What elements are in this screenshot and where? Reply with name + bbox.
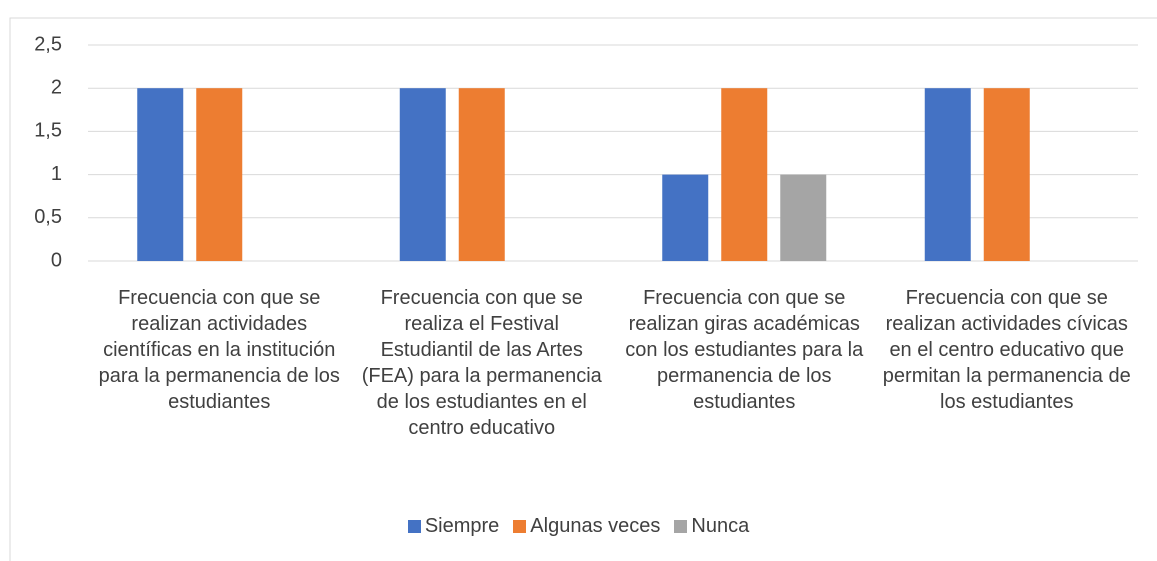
chart-frame	[9, 17, 1157, 561]
bar	[662, 174, 709, 261]
y-tick-label: 1,5	[34, 120, 62, 142]
y-tick-label: 0	[51, 249, 62, 271]
legend-item: Nunca	[674, 515, 749, 538]
x-tick-label: Frecuencia con que se realizan actividad…	[882, 287, 1131, 413]
legend-label: Algunas veces	[530, 515, 661, 537]
x-tick-label: Frecuencia con que se realizan giras aca…	[625, 287, 864, 413]
legend-swatch	[674, 520, 688, 533]
y-tick-label: 0,5	[34, 206, 62, 228]
bar	[196, 88, 243, 261]
bar	[983, 88, 1030, 261]
legend: Siempre Algunas veces Nunca	[0, 515, 1157, 538]
legend-item: Algunas veces	[513, 515, 660, 538]
legend-swatch	[407, 520, 421, 533]
bar	[780, 174, 827, 261]
legend-label: Siempre	[424, 515, 500, 537]
bar	[399, 88, 446, 261]
legend-item: Siempre	[407, 515, 500, 538]
y-tick-label: 2	[51, 76, 62, 98]
bar	[924, 88, 971, 261]
y-tick-label: 1	[51, 163, 62, 185]
bar	[721, 88, 768, 261]
x-tick-label: Frecuencia con que se realizan actividad…	[98, 287, 340, 413]
x-tick-label: Frecuencia con que se realiza el Festiva…	[361, 287, 602, 439]
bar	[137, 88, 184, 261]
bar	[458, 88, 505, 261]
legend-label: Nunca	[691, 515, 750, 537]
y-tick-label: 2,5	[34, 33, 62, 55]
legend-swatch	[513, 520, 527, 533]
